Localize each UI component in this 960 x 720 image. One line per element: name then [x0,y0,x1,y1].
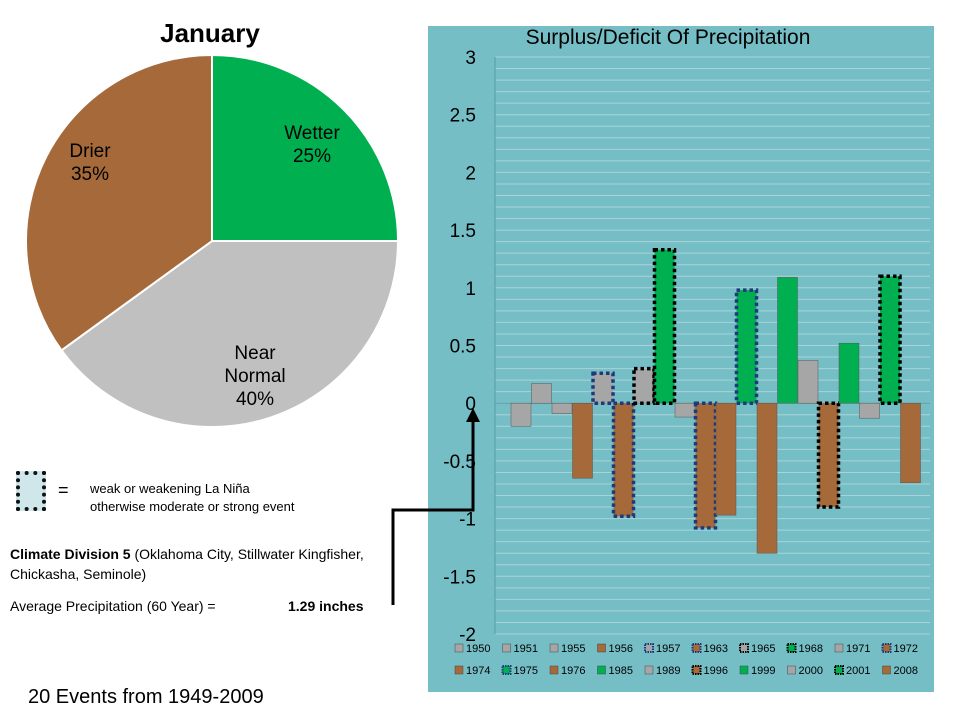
y-tick-label: 3 [465,48,476,69]
legend-label-1999: 1999 [751,665,775,677]
events-footer: 20 Events from 1949-2009 [28,686,264,708]
legend-swatch-1974 [454,665,464,675]
legend-label-1965: 1965 [751,643,775,655]
legend-swatch-1985 [597,665,606,675]
bar-1989 [797,360,819,404]
legend-swatch-1999 [739,665,749,675]
legend-swatch-1975 [501,665,512,675]
legend-swatch-1955 [549,643,559,653]
legend-swatch-2000 [787,665,796,675]
legend-swatch-1957 [644,643,654,653]
legend-swatch-2001 [834,665,844,675]
division-cities: (Oklahoma City, Stillwater Kingfisher, C… [10,546,364,582]
average-precip-label: Average Precipitation (60 Year) = [10,598,216,614]
y-tick-label: 2 [465,163,476,184]
bar-2001 [878,274,902,405]
legend-label-2000: 2000 [799,665,823,677]
legend-label-2008: 2008 [894,665,918,677]
legend-label-1951: 1951 [514,643,538,655]
legend-equals: = [58,480,69,500]
legend-swatch-1963 [691,643,702,653]
legend-label-1976: 1976 [561,665,585,677]
bar-1972 [693,401,718,530]
legend-swatch-1972 [881,643,892,653]
bar-1968 [652,247,677,405]
legend-label-1955: 1955 [561,643,585,655]
bar-1956 [572,402,593,479]
legend-note-line2: otherwise moderate or strong event [90,499,295,514]
bar-1971 [674,402,696,418]
y-tick-label: -0.5 [443,452,476,473]
pie-slice-wetter [211,53,400,242]
bar-1996 [816,401,841,509]
legend-label-1971: 1971 [846,643,870,655]
pie-slice-near-normal [60,240,400,428]
pie-label-near-normal: Near Normal 40% [224,343,286,410]
bar-1950 [510,402,532,427]
bar-1974 [715,402,737,516]
bar-2008 [900,402,921,484]
bar-1951 [531,383,552,404]
division-name: Climate Division 5 [10,546,131,562]
legend-label-1974: 1974 [466,665,490,677]
bar-2000 [859,402,880,419]
pie-label-wetter: Wetter 25% [284,123,340,167]
pie-title: January [160,18,260,48]
legend-swatch-1968 [786,643,797,653]
bar-1963 [611,401,636,519]
y-tick-label: 0.5 [450,337,476,358]
y-tick-label: -1 [459,510,476,531]
legend-note-line1: weak or weakening La Niña [90,481,250,496]
legend-label-1985: 1985 [609,665,633,677]
bar-1999 [838,342,860,404]
legend-label-1957: 1957 [656,643,680,655]
chart-title: Surplus/Deficit Of Precipitation [526,26,811,49]
y-tick-label: -1.5 [443,567,476,588]
bar-1965 [632,366,656,405]
y-tick-label: 1 [465,279,476,300]
legend-label-1956: 1956 [609,643,633,655]
y-tick-label: 0 [465,394,476,415]
legend-swatch-2008 [882,665,891,675]
legend-note-text: weak or weakening La Niña otherwise mode… [90,480,295,516]
legend-swatch-1989 [644,665,654,675]
legend-label-1975: 1975 [514,665,538,677]
legend-swatch-1971 [834,643,844,653]
climate-division-text: Climate Division 5 (Oklahoma City, Still… [10,544,390,584]
bar-1975 [734,288,759,405]
legend-label-1963: 1963 [704,643,728,655]
legend-swatch-1976 [549,665,559,675]
legend-swatch-1956 [597,643,606,653]
y-tick-label: 1.5 [450,221,476,242]
legend-swatch-1950 [454,643,464,653]
la-nina-legend-swatch [16,471,46,511]
bar-1955 [551,402,573,414]
y-tick-label: 2.5 [450,106,476,127]
pie-label-drier: Drier 35% [69,141,111,185]
legend-label-1972: 1972 [894,643,918,655]
legend-label-1968: 1968 [799,643,823,655]
average-precip-value: 1.29 inches [288,598,364,614]
legend-label-1950: 1950 [466,643,490,655]
legend-swatch-1965 [739,643,749,653]
bar-1957 [591,371,615,405]
bar-1985 [777,277,798,404]
bar-1976 [756,402,778,554]
pie-chart [25,53,400,428]
legend-label-2001: 2001 [846,665,870,677]
legend-label-1989: 1989 [656,665,680,677]
legend-label-1996: 1996 [704,665,728,677]
y-tick-label: -2 [459,625,476,646]
legend-swatch-1996 [691,665,702,675]
legend-swatch-1951 [502,643,511,653]
connector-arrow [391,408,480,605]
pie-slice-drier [25,53,213,352]
